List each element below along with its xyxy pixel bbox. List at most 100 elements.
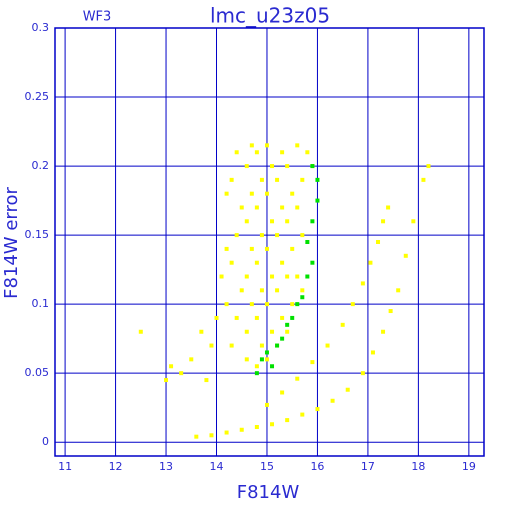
point [280, 315, 285, 320]
point [315, 198, 320, 203]
point [295, 302, 300, 307]
point [224, 430, 229, 435]
point [285, 329, 290, 334]
x-tick-label: 15 [260, 460, 274, 473]
point [340, 322, 345, 327]
point [189, 357, 194, 362]
point [244, 164, 249, 169]
point [249, 302, 254, 307]
point [254, 315, 259, 320]
point [270, 164, 275, 169]
y-tick-label: 0.25 [25, 90, 50, 103]
point [249, 246, 254, 251]
chart-title: lmc_u23z05 [210, 4, 330, 28]
x-tick-label: 16 [310, 460, 324, 473]
x-tick-label: 11 [58, 460, 72, 473]
point [280, 336, 285, 341]
point [270, 422, 275, 427]
x-tick-label: 18 [411, 460, 425, 473]
point [254, 371, 259, 376]
point [229, 343, 234, 348]
point [259, 357, 264, 362]
point [310, 360, 315, 365]
point [386, 205, 391, 210]
point [388, 309, 393, 314]
point [300, 233, 305, 238]
x-tick-label: 13 [159, 460, 173, 473]
point [259, 343, 264, 348]
point [370, 350, 375, 355]
y-tick-label: 0.1 [32, 297, 50, 310]
point [310, 260, 315, 265]
point [239, 205, 244, 210]
point [300, 288, 305, 293]
point [264, 191, 269, 196]
point [290, 191, 295, 196]
point [325, 343, 330, 348]
point [295, 274, 300, 279]
y-tick-label: 0.2 [32, 159, 50, 172]
point [224, 191, 229, 196]
point [264, 350, 269, 355]
point [239, 427, 244, 432]
point [219, 274, 224, 279]
point [254, 364, 259, 369]
point [376, 240, 381, 244]
point [300, 177, 305, 182]
point [264, 357, 269, 362]
x-axis-label: F814W [237, 482, 300, 503]
x-tick-label: 12 [109, 460, 123, 473]
point [270, 274, 275, 279]
point [264, 402, 269, 407]
point [224, 302, 229, 307]
point [403, 253, 408, 258]
point [264, 143, 269, 148]
x-tick-label: 17 [361, 460, 375, 473]
point [360, 371, 365, 376]
point [300, 295, 305, 300]
point [259, 288, 264, 293]
point [381, 329, 386, 334]
point [295, 205, 300, 210]
point [194, 434, 199, 439]
y-tick-label: 0.3 [32, 21, 50, 34]
y-axis-label: F814W error [1, 187, 22, 299]
point [244, 357, 249, 362]
point [310, 219, 315, 224]
point [275, 343, 280, 348]
point [285, 418, 290, 423]
point [396, 288, 401, 293]
point [270, 219, 275, 224]
point [259, 177, 264, 182]
plot-frame [54, 27, 485, 457]
point [234, 233, 239, 238]
point [224, 246, 229, 251]
point [381, 219, 386, 224]
point [209, 433, 214, 438]
point [234, 315, 239, 320]
point [229, 260, 234, 265]
point [315, 407, 320, 412]
point [295, 376, 300, 381]
point [310, 164, 315, 169]
point [426, 164, 431, 169]
point [249, 191, 254, 196]
point [280, 390, 285, 395]
point [285, 164, 290, 169]
y-tick-label: 0.05 [25, 366, 50, 379]
point [164, 378, 169, 383]
point [244, 274, 249, 279]
point [350, 302, 355, 307]
point [275, 177, 280, 182]
point [199, 329, 204, 334]
point [254, 150, 259, 155]
point [360, 281, 365, 286]
point [234, 150, 239, 155]
point [270, 364, 275, 369]
point [270, 329, 275, 334]
point [285, 219, 290, 224]
point [254, 260, 259, 265]
point [229, 177, 234, 182]
